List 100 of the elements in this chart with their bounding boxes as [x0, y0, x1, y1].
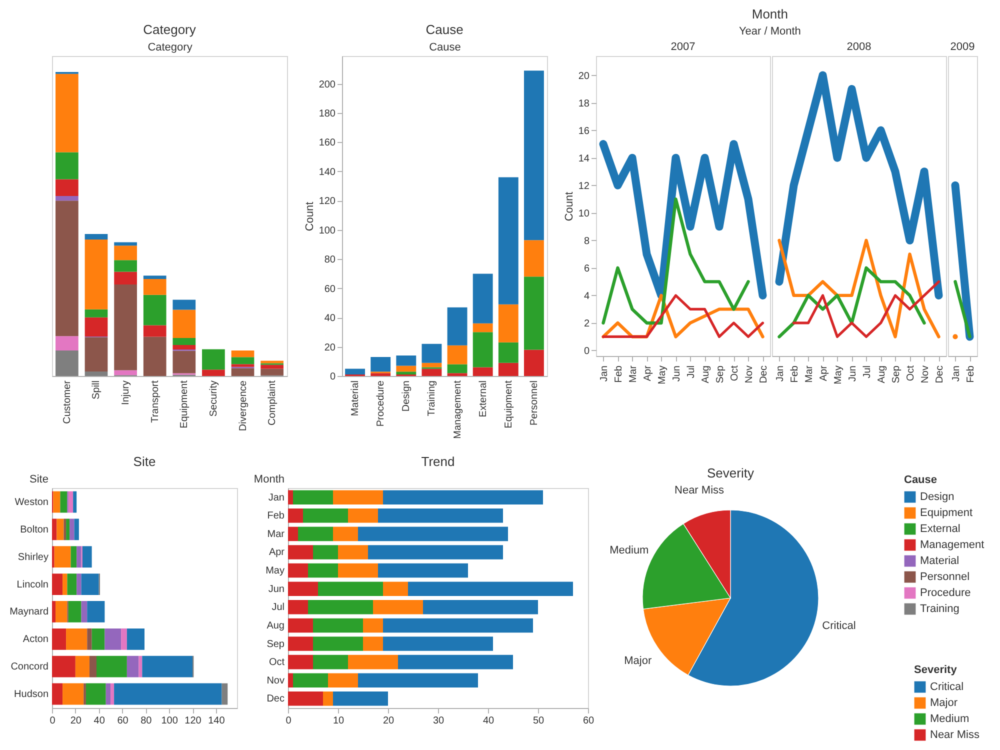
bar: [56, 179, 78, 196]
bar: [313, 545, 338, 560]
y-tick-label: Dec: [266, 694, 284, 705]
y-tick-label: Hudson: [14, 689, 48, 700]
y-tick-label: Concord: [10, 662, 48, 673]
bar: [288, 600, 308, 614]
y-tick-label: 14: [578, 153, 590, 164]
bar: [66, 518, 70, 540]
text: Year / Month: [738, 26, 801, 38]
x-axis-title: Cause: [429, 42, 461, 54]
bar: [308, 600, 373, 614]
x-tick-label: Feb: [965, 365, 976, 383]
bar: [73, 491, 77, 513]
bar: [363, 636, 383, 651]
line-series: [602, 198, 750, 325]
bar: [202, 349, 225, 370]
legend-label: External: [920, 523, 960, 535]
bar: [498, 342, 518, 363]
y-tick-label: 200: [318, 79, 336, 90]
bar: [358, 673, 478, 688]
x-tick-label: Design: [401, 380, 412, 412]
x-tick-label: Transport: [150, 380, 161, 423]
chart-title: Cause: [426, 22, 464, 37]
bar: [56, 350, 78, 376]
x-tick-label: Security: [208, 380, 220, 417]
bar: [422, 368, 442, 376]
bar: [202, 370, 225, 376]
bar: [472, 323, 493, 332]
y-tick-label: 4: [584, 290, 590, 302]
x-tick-label: Jun: [847, 366, 858, 382]
legend-title: Severity: [914, 664, 958, 676]
y-tick-label: Weston: [14, 496, 48, 508]
x-tick-label: Personnel: [528, 380, 540, 426]
bar: [260, 368, 284, 376]
legend-label: Personnel: [920, 571, 970, 583]
y-tick-label: Bolton: [20, 524, 48, 536]
y-axis-title: Count: [563, 192, 576, 222]
y-tick-label: 20: [578, 70, 590, 82]
y-tick-label: Jan: [268, 492, 284, 504]
bar: [121, 628, 127, 650]
y-tick-label: 16: [578, 126, 590, 137]
x-axis-title: Category: [148, 42, 193, 54]
x-tick-label: Apr: [818, 364, 830, 382]
bar: [52, 683, 63, 705]
x-tick-label: Mar: [804, 364, 815, 383]
bar: [87, 628, 92, 650]
bar: [56, 74, 78, 152]
bar: [172, 300, 196, 310]
bar: [524, 276, 544, 350]
bar: [303, 508, 348, 523]
x-tick-label: Dec: [758, 366, 770, 384]
x-tick-label: Injury: [120, 380, 132, 405]
bar: [52, 601, 56, 622]
y-tick-label: Lincoln: [16, 579, 48, 590]
bar: [82, 546, 92, 568]
y-axis-title: Month: [254, 474, 284, 486]
legend-label: Training: [920, 603, 960, 615]
bar: [92, 628, 105, 650]
y-tick-label: Jun: [268, 584, 284, 595]
bar: [368, 545, 503, 560]
x-tick-label: Equipment: [503, 380, 514, 428]
bar: [524, 350, 544, 376]
bar: [338, 545, 368, 560]
bar: [345, 368, 366, 375]
y-tick-label: Sep: [266, 638, 285, 650]
bar: [524, 70, 544, 240]
y-tick-label: 140: [318, 166, 336, 178]
x-tick-label: Divergence: [238, 380, 249, 432]
chart-title: 2008: [846, 41, 872, 53]
bar: [358, 526, 508, 542]
bar: [447, 307, 468, 346]
bar: [68, 601, 82, 622]
y-tick-label: 120: [318, 196, 336, 208]
bar: [408, 582, 573, 596]
bar: [62, 683, 84, 705]
bar: [56, 196, 78, 201]
x-tick-label: Aug: [876, 366, 888, 384]
slice-label: Medium: [610, 544, 649, 556]
chart-title: Site: [133, 454, 156, 469]
x-tick-label: 10: [332, 716, 344, 726]
legend-label: Equipment: [920, 507, 973, 519]
y-tick-label: Jul: [272, 602, 284, 614]
x-tick-label: Sep: [890, 365, 902, 384]
y-tick-label: 12: [578, 180, 590, 192]
y-tick-label: 80: [324, 254, 336, 266]
bar: [298, 526, 333, 542]
bar: [114, 272, 137, 284]
bar: [84, 240, 108, 310]
y-tick-label: 0: [584, 346, 590, 357]
bar: [338, 563, 378, 578]
y-tick-label: Acton: [22, 634, 48, 646]
x-tick-label: 20: [70, 716, 82, 726]
bar: [288, 526, 298, 542]
bar: [86, 683, 106, 705]
bar: [138, 656, 142, 678]
x-tick-label: Management: [452, 380, 464, 439]
bar: [396, 366, 416, 372]
y-tick-label: Nov: [266, 675, 284, 686]
y-tick-label: Mar: [267, 528, 286, 540]
y-tick-label: Aug: [266, 620, 284, 632]
